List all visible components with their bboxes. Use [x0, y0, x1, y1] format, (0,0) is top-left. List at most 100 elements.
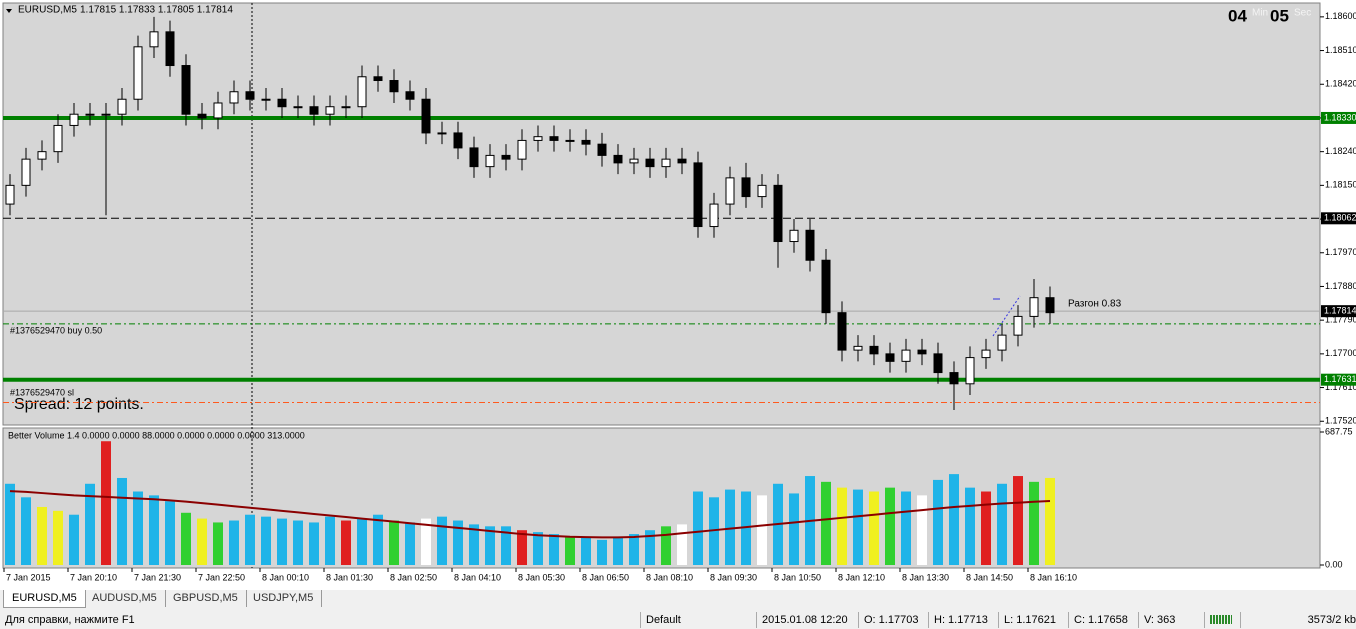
- order-sl: #1376529470 sl: [10, 387, 74, 397]
- level-tag: [1321, 373, 1356, 386]
- candle-body: [805, 229, 815, 261]
- volume-bar: [581, 537, 591, 565]
- price-pane: [2, 2, 1321, 426]
- timer-min-label: Min: [1252, 8, 1268, 19]
- x-tick-label: 8 Jan 00:10: [262, 572, 309, 582]
- candle-body: [501, 154, 511, 160]
- candle-body: [373, 76, 383, 82]
- candle-body: [21, 158, 31, 186]
- volume-bar: [1045, 477, 1055, 565]
- volume-bar: [757, 495, 767, 565]
- candle-body: [885, 353, 895, 362]
- x-tick-label: 8 Jan 16:10: [1030, 572, 1077, 582]
- candle-body: [533, 136, 543, 141]
- tab[interactable]: EURUSD,M5: [3, 590, 86, 608]
- spread: Spread: 12 points.: [14, 396, 144, 413]
- volume-bar: [613, 537, 623, 565]
- candle-body: [165, 31, 175, 67]
- level-label: 1.17631: [1324, 374, 1356, 384]
- candle-body: [933, 353, 943, 374]
- x-tick-label: 8 Jan 04:10: [454, 572, 501, 582]
- volume-bar: [277, 518, 287, 565]
- candle-body: [549, 136, 559, 141]
- candle-body: [229, 91, 239, 104]
- razgon: Разгон 0.83: [1068, 299, 1122, 310]
- candle-body: [565, 139, 575, 142]
- volume-bar: [325, 516, 335, 565]
- candle-body: [869, 345, 879, 355]
- volume-bar: [741, 491, 751, 565]
- y-tick-label: 1.18510: [1325, 45, 1356, 55]
- volume-bar: [517, 530, 527, 565]
- volume-bar: [869, 491, 879, 565]
- candle-body: [277, 98, 287, 108]
- candle-body: [309, 106, 319, 115]
- candle-body: [965, 357, 975, 385]
- candle-body: [757, 184, 767, 198]
- volume-ma: [9, 490, 1051, 539]
- volume-title: Better Volume 1.4 0.0000 0.0000 88.0000 …: [8, 430, 305, 440]
- volume-bar: [165, 501, 175, 565]
- x-tick-label: 8 Jan 12:10: [838, 572, 885, 582]
- volume-bar: [949, 474, 959, 565]
- volume-bar: [725, 489, 735, 565]
- volume-bar: [693, 491, 703, 565]
- volume-bar: [821, 481, 831, 565]
- tab[interactable]: USDJPY,M5: [245, 590, 323, 607]
- volume-bar: [837, 487, 847, 565]
- candle-body: [629, 158, 639, 164]
- volume-bar: [181, 512, 191, 565]
- candle-body: [325, 106, 335, 115]
- status-traffic: 3573/2 kb: [1240, 612, 1356, 628]
- volume-bar: [373, 514, 383, 565]
- x-tick-label: 7 Jan 2015: [6, 572, 51, 582]
- candle-body: [917, 349, 927, 355]
- candle-body: [1045, 297, 1055, 314]
- candle-body: [789, 229, 799, 243]
- x-tick-label: 8 Jan 13:30: [902, 572, 949, 582]
- volume-bar: [69, 514, 79, 565]
- candle-body: [85, 113, 95, 116]
- candle-body: [453, 132, 463, 149]
- volume-bar: [437, 516, 447, 565]
- y-tick-label: 1.17790: [1325, 315, 1356, 325]
- marker-line: [992, 295, 1021, 337]
- candle-body: [421, 98, 431, 134]
- status-connection: [1204, 612, 1240, 628]
- y-tick-label: 1.18420: [1325, 79, 1356, 89]
- candle-body: [517, 139, 527, 160]
- volume-bar: [565, 535, 575, 565]
- volume-bar: [389, 520, 399, 565]
- volume-bar: [597, 539, 607, 565]
- status-low: L: 1.17621: [998, 612, 1068, 628]
- x-tick-label: 8 Jan 05:30: [518, 572, 565, 582]
- volume-bar: [645, 530, 655, 565]
- timer-sec: 05: [1270, 6, 1289, 25]
- candle-body: [469, 147, 479, 168]
- candle-body: [981, 349, 991, 359]
- volume-bar: [37, 506, 47, 565]
- tab[interactable]: AUDUSD,M5: [84, 590, 166, 607]
- volume-bar: [677, 524, 687, 565]
- volume-bar: [485, 526, 495, 565]
- candle-body: [901, 349, 911, 362]
- tab[interactable]: GBPUSD,M5: [165, 590, 247, 607]
- volume-bar: [981, 491, 991, 565]
- volume-bar: [133, 491, 143, 565]
- x-tick-label: 8 Jan 09:30: [710, 572, 757, 582]
- x-tick-label: 8 Jan 10:50: [774, 572, 821, 582]
- candle-body: [117, 98, 127, 115]
- level-label: 1.18062: [1324, 213, 1356, 223]
- candle-body: [357, 76, 367, 108]
- y-tick-label: 1.18240: [1325, 146, 1356, 156]
- status-close: C: 1.17658: [1068, 612, 1138, 628]
- candle-body: [581, 139, 591, 145]
- y-tick-label: 1.17520: [1325, 416, 1356, 426]
- volume-bar: [533, 532, 543, 565]
- y-tick-label: 0.00: [1325, 559, 1343, 569]
- volume-bar: [213, 522, 223, 565]
- volume-bar: [85, 483, 95, 565]
- candle-body: [261, 98, 271, 101]
- candle-body: [5, 184, 15, 205]
